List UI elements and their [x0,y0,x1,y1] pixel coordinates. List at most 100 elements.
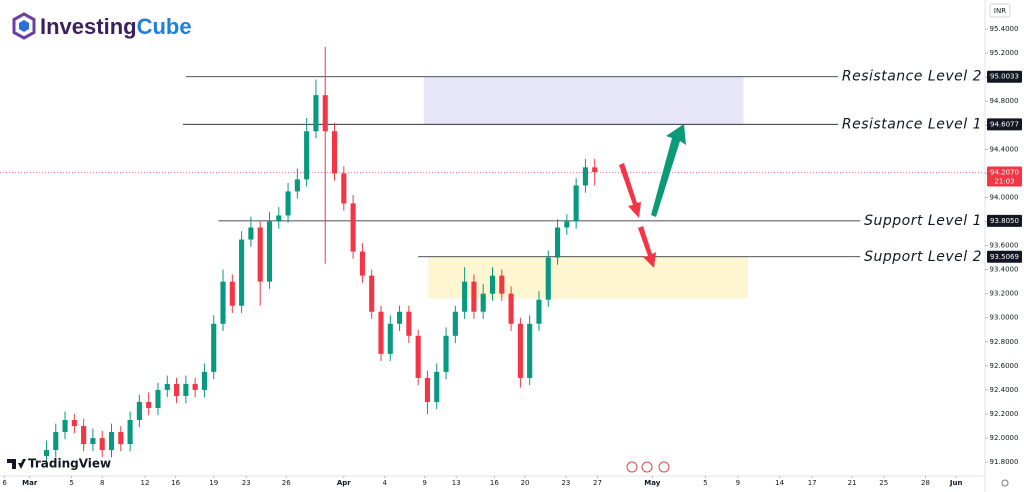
candle-body [545,257,551,300]
candle-body [174,383,180,396]
candle-body [536,299,542,324]
logo-name: Investing [40,14,137,39]
candle-body [573,185,579,222]
candle-body [276,215,282,222]
x-tick-label: 8 [100,479,104,487]
candle-body [285,191,291,216]
candle-body [350,203,356,252]
price-tag [987,250,1022,263]
x-tick-label: 17 [808,479,817,487]
candles [43,47,598,464]
x-tick-label: 5 [703,479,707,487]
price-tag [987,70,1022,83]
candle-body [53,432,59,451]
event-icon [626,461,638,473]
x-tick-label: Apr [337,479,351,487]
candle-body [43,450,50,457]
level-label-bg [837,115,986,134]
last-price-label: 94.2070 [990,169,1019,177]
candle-body [582,167,588,186]
candle-body [424,377,431,402]
candle-body [489,275,496,294]
y-tick-label: 93.4000 [990,266,1019,274]
candle-body [480,293,486,312]
x-tick-label: 6 [2,479,7,487]
candle-body [452,311,458,336]
candle-body [257,227,263,282]
candle-body [127,420,133,445]
level-label-bg [860,211,986,230]
candle-body [564,221,570,228]
watermark: TradingView [7,457,111,471]
y-tick-label: 93.6000 [990,242,1019,250]
level-label: Resistance Level 2 [842,69,982,85]
candle-body [155,389,161,408]
candle-body [108,432,115,451]
candle-body [220,281,226,324]
x-tick-label: 16 [490,479,499,487]
level-label-bg [837,67,986,86]
levels: Resistance Level 2 Resistance Level 1 Supp… [0,67,986,266]
countdown: 21:03 [994,178,1014,186]
currency-box [989,3,1011,18]
x-tick-label: 16 [171,479,180,487]
x-tick-label: 13 [452,479,461,487]
candle-body [239,239,245,306]
settings-icon [1001,479,1009,487]
candle-body [471,281,477,312]
candle-body [71,420,77,427]
down-arrow [638,226,656,268]
logo-highlight: Cube [137,14,192,39]
candle-body [517,323,523,378]
down-arrow [619,163,641,218]
watermark-icon [7,459,26,469]
price-tag-label: 95.0033 [990,73,1019,81]
candle-body [508,293,514,324]
event-icons [626,461,670,473]
x-tick-label: 20 [521,479,530,487]
x-tick-label: Jun [949,479,963,487]
y-tick-label: 92.6000 [990,362,1019,370]
zone [423,76,744,125]
candle-body [183,383,189,396]
candle-body [201,371,207,390]
x-tick-label: 5 [69,479,73,487]
y-tick-label: 95.4000 [990,25,1019,33]
level-label-bg [860,247,986,266]
candle-body [443,335,449,372]
candle-body [304,131,310,180]
candle-body [322,95,328,132]
price-tag [987,214,1022,227]
x-tick-label: 28 [921,479,930,487]
candle-body [136,401,142,421]
x-tick-label: 23 [561,479,570,487]
y-tick-label: 92.2000 [990,410,1019,418]
candle-body [81,426,87,445]
y-tick-label: 92.4000 [990,386,1019,394]
last-price-tag [987,166,1022,187]
y-tick-label: 95.2000 [990,49,1019,57]
arrows [619,124,686,268]
x-tick-label: 9 [422,479,426,487]
x-tick-label: 23 [242,479,251,487]
x-tick-label: 26 [282,479,291,487]
price-tag-label: 93.8050 [990,217,1019,225]
candle-body [387,323,393,354]
candle-body [62,420,68,433]
candle-body [192,383,198,390]
currency-label: INR [994,7,1006,15]
candle-body [406,311,412,336]
x-tick-label: 9 [736,479,740,487]
candle-body [294,179,300,192]
level-label: Resistance Level 1 [842,116,982,132]
candle-body [415,335,421,378]
event-icon [641,461,653,473]
candle-body [229,281,235,306]
candle-body [359,251,365,276]
y-tick-label: 94.8000 [990,97,1019,105]
level-label: Support Level 2 [864,249,982,265]
logo-icon-core [19,20,29,32]
up-arrow [651,124,686,217]
y-tick-label: 93.0000 [990,314,1019,322]
